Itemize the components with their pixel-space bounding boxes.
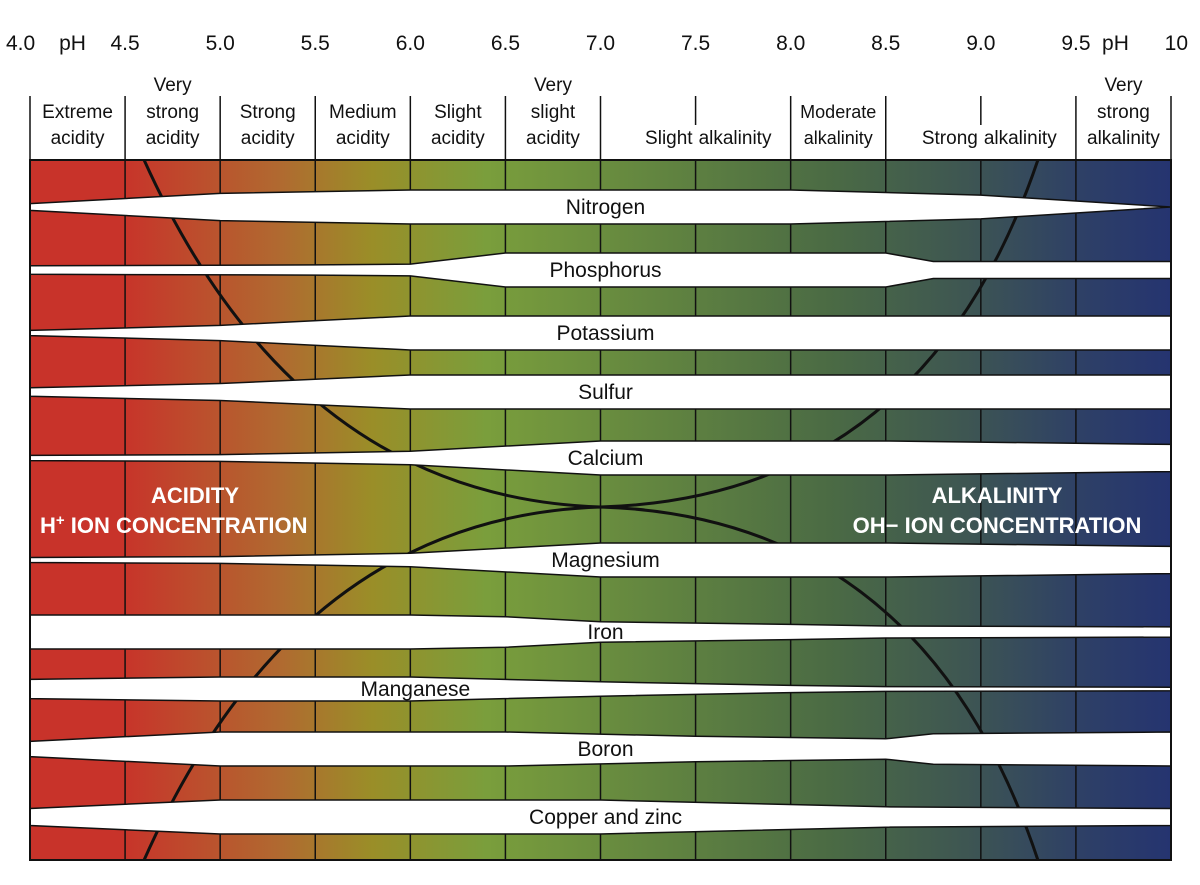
zone-label: alkalinity xyxy=(1087,128,1160,149)
nutrient-label: Nitrogen xyxy=(566,196,645,219)
zone-label: alkalinity xyxy=(699,128,772,149)
ion-concentration-labels: ACIDITY H+ ION CONCENTRATION ALKALINITY … xyxy=(40,483,1141,538)
ph-tick-label: 5.5 xyxy=(301,32,330,55)
zone-label: Slight xyxy=(645,128,693,149)
zone-label: acidity xyxy=(431,128,485,149)
acidity-title: ACIDITY xyxy=(151,483,239,508)
nutrient-label: Iron xyxy=(587,621,623,644)
zone-label: Slight xyxy=(434,102,482,123)
nutrient-label: Copper and zinc xyxy=(529,806,682,829)
zone-label: acidity xyxy=(336,128,390,149)
nutrient-label: Phosphorus xyxy=(549,259,661,282)
zone-label: alkalinity xyxy=(984,128,1057,149)
ph-tick-label: 5.0 xyxy=(206,32,235,55)
h-ion-text: ION CONCENTRATION xyxy=(65,513,308,538)
ph-unit-label: pH xyxy=(59,32,86,55)
zone-label: Moderate xyxy=(800,102,876,122)
alkalinity-title: ALKALINITY xyxy=(932,483,1063,508)
ph-tick-label: 8.5 xyxy=(871,32,900,55)
zone-label: Strong xyxy=(240,102,296,123)
nutrient-band-nitrogen xyxy=(29,189,1172,225)
zone-label: alkalinity xyxy=(804,128,873,148)
ph-axis: 4.0 4.5 5.0 5.5 6.0 6.5 7.0 7.5 8.0 8.5 9.0 9.5 10 pH… xyxy=(6,32,1188,55)
ph-tick-label: 4.0 xyxy=(6,32,35,55)
zone-label: acidity xyxy=(51,128,105,149)
zone-label: acidity xyxy=(241,128,295,149)
zone-label-top: Very xyxy=(154,75,193,96)
oh-ion-curve xyxy=(142,505,1040,861)
ph-tick-label: 6.0 xyxy=(396,32,425,55)
ph-tick-label: 7.5 xyxy=(681,32,710,55)
nutrient-labels: Nitrogen Phosphorus Potassium Sulfur Calcium… xyxy=(360,196,682,829)
zone-label: Medium xyxy=(329,102,397,123)
h-ion-symbol: H xyxy=(40,513,56,538)
zone-label: slight xyxy=(531,102,576,123)
ph-tick-label: 10 xyxy=(1165,32,1188,55)
oh-ion-concentration-label: OH− ION CONCENTRATION xyxy=(853,513,1142,538)
zone-label: Extreme xyxy=(42,102,113,123)
nutrient-label: Sulfur xyxy=(578,381,633,404)
ph-unit-label: pH xyxy=(1102,32,1129,55)
zone-label: strong xyxy=(1097,102,1150,123)
nutrient-label: Magnesium xyxy=(551,549,660,572)
zone-label: acidity xyxy=(526,128,580,149)
ph-tick-label: 6.5 xyxy=(491,32,520,55)
ph-tick-label: 4.5 xyxy=(110,32,139,55)
ph-tick-label: 7.0 xyxy=(586,32,615,55)
zone-label-top: Very xyxy=(534,75,573,96)
zone-label-top: Very xyxy=(1104,75,1143,96)
ph-tick-label: 9.5 xyxy=(1061,32,1090,55)
h-ion-concentration-label: H+ ION CONCENTRATION xyxy=(40,512,307,538)
h-ion-superscript: + xyxy=(56,512,65,529)
nutrient-label: Manganese xyxy=(360,678,470,701)
zone-label: strong xyxy=(146,102,199,123)
acidity-zone-labels: Extreme acidity Very strong acidity Strong aci… xyxy=(29,75,1172,160)
nutrient-label: Potassium xyxy=(556,322,654,345)
nutrient-label: Calcium xyxy=(568,447,644,470)
ph-tick-label: 9.0 xyxy=(966,32,995,55)
nutrient-label: Boron xyxy=(577,738,633,761)
zone-label: Strong xyxy=(922,128,978,149)
zone-label: acidity xyxy=(146,128,200,149)
ph-tick-label: 8.0 xyxy=(776,32,805,55)
